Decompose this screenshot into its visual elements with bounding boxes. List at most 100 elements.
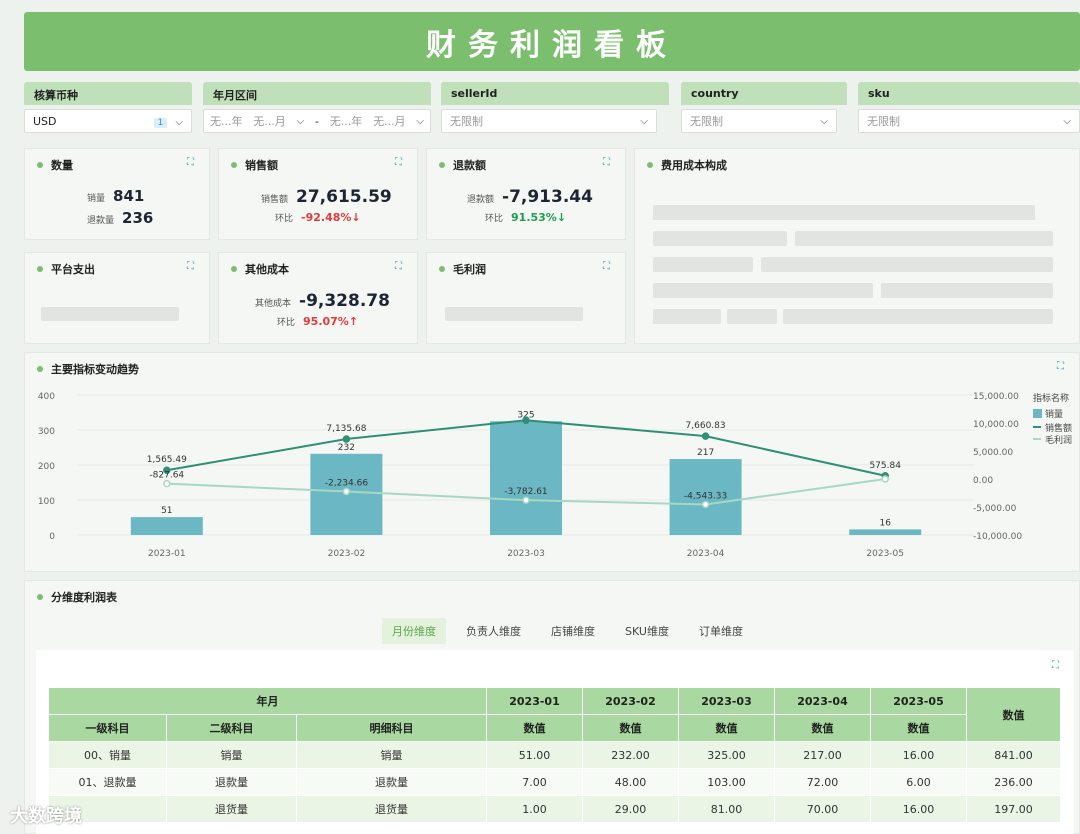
chevron-down-icon: ⌵ [1063, 115, 1071, 127]
month-range-picker[interactable]: 无...年 无...月 ⌵ - 无...年 无...月 ⌵ [203, 109, 431, 133]
filter-label: sellerId [441, 82, 669, 105]
drill-icon[interactable]: ⛶ [1052, 660, 1059, 671]
kpi-value: 236 [122, 209, 154, 227]
bar-data-label: 16 [879, 518, 891, 528]
bar-data-label: 217 [697, 448, 714, 458]
filter-country: country 无限制 ⌵ [681, 82, 847, 137]
drill-icon[interactable]: ⛶ [395, 261, 402, 272]
table-cell: 7.00 [486, 768, 583, 796]
tab-owner[interactable]: 负责人维度 [466, 625, 521, 638]
tab-sku[interactable]: SKU维度 [625, 625, 669, 638]
bullet-icon [439, 162, 445, 168]
line-data-label: -4,543.33 [684, 491, 727, 501]
tab-month[interactable]: 月份维度 [382, 618, 446, 644]
y2-tick-label: 15,000.00 [973, 392, 1019, 402]
trend-chart-card: 主要指标变动趋势 ⛶ 400 300 200 100 0 15,000.00 10,000.… [24, 352, 1080, 572]
to-year-select[interactable]: 无...年 [329, 115, 363, 128]
filter-label: sku [858, 82, 1080, 105]
line-data-label: 7,660.83 [686, 421, 726, 431]
kpi-label: 环比 [275, 214, 294, 224]
drill-icon[interactable]: ⛶ [187, 261, 194, 272]
from-month-select[interactable]: 无...月 [253, 115, 286, 128]
arrow-down-icon: ↓ [556, 211, 567, 224]
legend-label: 销量 [1045, 408, 1063, 420]
kpi-label: 环比 [485, 214, 504, 224]
currency-select[interactable]: USD 1 ⌵ [24, 109, 192, 133]
loading-placeholder [653, 309, 721, 324]
sellerid-select[interactable]: 无限制 ⌵ [441, 109, 657, 133]
y-tick-label: 300 [38, 427, 55, 437]
table-cell: 退款量 [166, 768, 297, 796]
filter-sellerid: sellerId 无限制 ⌵ [441, 82, 669, 137]
filter-label: 年月区间 [203, 82, 431, 105]
loading-placeholder [445, 307, 583, 321]
drill-icon[interactable]: ⛶ [187, 157, 194, 168]
column-header: 数值 [966, 687, 1061, 742]
table-cell: 81.00 [678, 795, 775, 823]
loading-placeholder [653, 257, 753, 272]
loading-placeholder [761, 257, 1053, 272]
chevron-down-icon: ⌵ [820, 115, 828, 127]
table-cell: 841.00 [966, 741, 1061, 769]
to-month-select[interactable]: 无...月 [373, 115, 406, 128]
line-data-label: 575.84 [869, 461, 901, 471]
column-header: 数值 [870, 714, 967, 742]
tab-order[interactable]: 订单维度 [698, 625, 743, 638]
kpi-label: 退款额 [467, 195, 495, 205]
table-cell: 103.00 [678, 768, 775, 796]
column-header: 2023-02 [582, 687, 679, 715]
y-tick-label: 0 [49, 532, 55, 542]
sku-select[interactable]: 无限制 ⌵ [858, 109, 1080, 133]
kpi-value: -9,328.78 [299, 291, 390, 311]
page-title-bar: 财务利润看板 [24, 12, 1080, 71]
filter-sku: sku 无限制 ⌵ [858, 82, 1080, 137]
card-title: 毛利润 [453, 263, 486, 276]
drill-icon[interactable]: ⛶ [395, 157, 402, 168]
legend-label: 销售额 [1045, 422, 1072, 434]
kpi-label: 其他成本 [255, 299, 292, 309]
count-badge: 1 [153, 117, 168, 128]
drill-icon[interactable]: ⛶ [603, 261, 610, 272]
table-cell: 72.00 [774, 768, 871, 796]
bullet-icon [37, 162, 43, 168]
dimension-tabs: 月份维度 负责人维度 店铺维度 SKU维度 订单维度 [382, 618, 763, 644]
card-title: 退款额 [453, 159, 486, 172]
line-point [522, 496, 530, 504]
mom-value: -92.48% [301, 211, 352, 224]
tab-store[interactable]: 店铺维度 [551, 625, 595, 638]
kpi-label: 销售额 [261, 195, 289, 205]
table-cell: 退货量 [166, 795, 297, 823]
table-cell: 6.00 [870, 768, 967, 796]
card-title: 数量 [51, 159, 73, 172]
card-title: 其他成本 [245, 263, 289, 276]
drill-icon[interactable]: ⛶ [603, 157, 610, 168]
column-header: 数值 [486, 714, 583, 742]
range-separator: - [314, 114, 319, 128]
bar [669, 459, 742, 535]
kpi-value: 27,615.59 [296, 187, 392, 207]
kpi-label: 退款量 [87, 216, 115, 226]
table-cell: 51.00 [486, 741, 583, 769]
drill-icon[interactable]: ⛶ [1057, 361, 1064, 372]
line-data-label: 7,135.68 [326, 424, 366, 434]
line-data-label: -827.64 [149, 471, 184, 481]
bullet-icon [231, 266, 237, 272]
bar [490, 421, 562, 535]
card-title: 销售额 [245, 159, 278, 172]
table-cell: 16.00 [870, 795, 967, 823]
line-point [163, 479, 171, 488]
column-group-header: 年月 [48, 687, 487, 715]
y2-tick-label: 0.00 [973, 476, 993, 486]
column-header: 2023-01 [486, 687, 583, 715]
column-header: 明细科目 [296, 714, 487, 742]
country-select[interactable]: 无限制 ⌵ [681, 109, 837, 133]
from-year-select[interactable]: 无...年 [210, 115, 243, 128]
line-point [522, 416, 530, 424]
brand-watermark: 大数跨境 [10, 806, 82, 827]
quantity-card: 数量 ⛶ 销量 841 退款量 236 [24, 148, 210, 240]
line-point [701, 500, 710, 509]
y2-tick-label: 5,000.00 [973, 448, 1013, 458]
x-tick-label: 2023-03 [507, 549, 545, 559]
table-row: 退货量 退货量 1.00 29.00 81.00 70.00 16.00 197… [48, 795, 1061, 823]
x-tick-label: 2023-01 [148, 549, 186, 559]
